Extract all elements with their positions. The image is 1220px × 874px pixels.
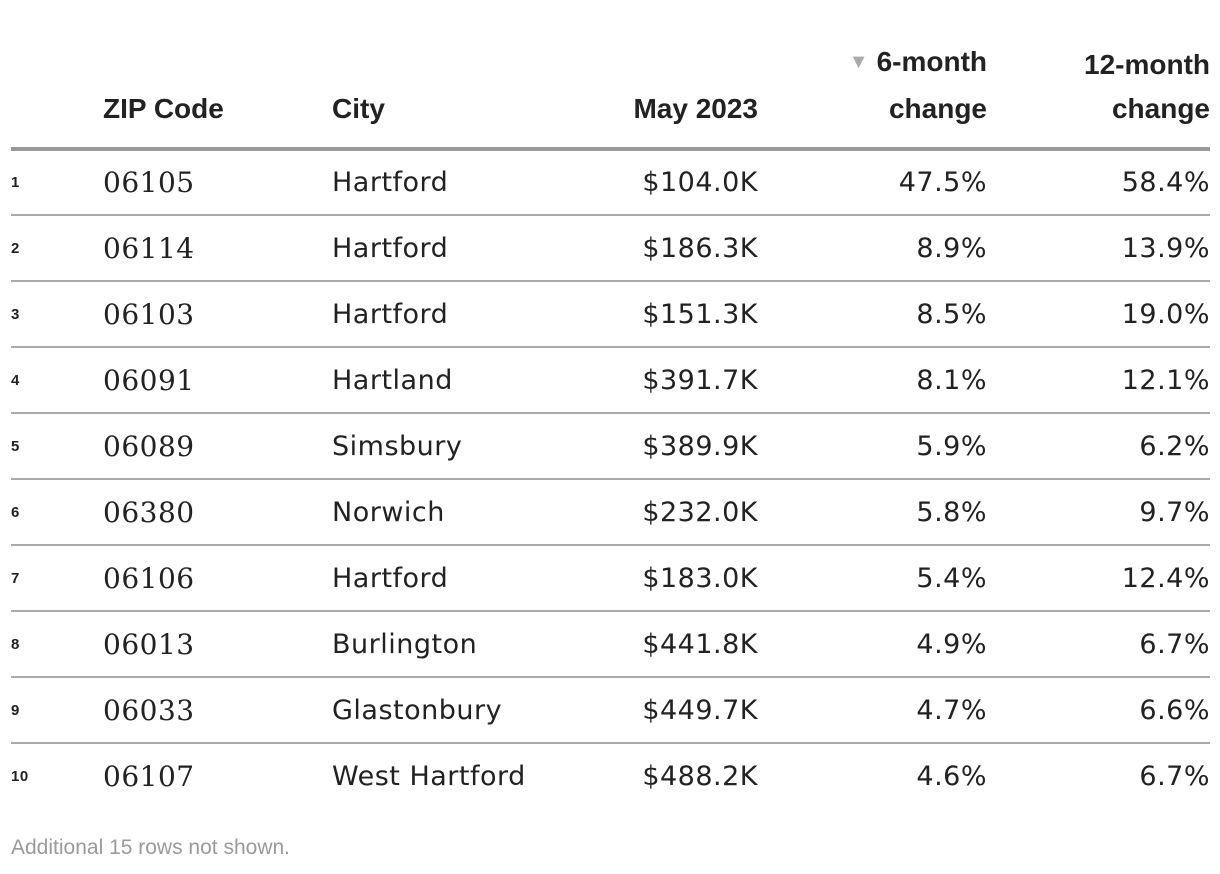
table-row: 9 06033 Glastonbury $449.7K 4.7% 6.6% bbox=[11, 677, 1210, 744]
cell-may-2023-value: $151.3K bbox=[545, 281, 758, 348]
cell-12-month-change: 12.4% bbox=[987, 545, 1210, 612]
cell-12-month-change: 58.4% bbox=[987, 149, 1210, 216]
header-city[interactable]: City bbox=[332, 40, 545, 151]
cell-zip-code: 06091 bbox=[103, 347, 332, 414]
header-12-month-change[interactable]: 12-month change bbox=[987, 40, 1210, 151]
table-row: 1 06105 Hartford $104.0K 47.5% 58.4% bbox=[11, 149, 1210, 216]
cell-city: Simsbury bbox=[332, 413, 545, 480]
sort-descending-icon: ▼ bbox=[848, 51, 869, 73]
cell-6-month-change: 47.5% bbox=[758, 149, 987, 216]
cell-may-2023-value: $389.9K bbox=[545, 413, 758, 480]
header-zip-code[interactable]: ZIP Code bbox=[103, 40, 332, 151]
cell-rank: 1 bbox=[11, 149, 103, 216]
table-row: 3 06103 Hartford $151.3K 8.5% 19.0% bbox=[11, 281, 1210, 348]
cell-12-month-change: 6.2% bbox=[987, 413, 1210, 480]
cell-zip-code: 06089 bbox=[103, 413, 332, 480]
cell-may-2023-value: $104.0K bbox=[545, 149, 758, 216]
cell-may-2023-value: $441.8K bbox=[545, 611, 758, 678]
cell-6-month-change: 4.9% bbox=[758, 611, 987, 678]
cell-6-month-change: 5.9% bbox=[758, 413, 987, 480]
cell-rank: 8 bbox=[11, 611, 103, 678]
header-6-month-line2: change bbox=[888, 93, 987, 124]
cell-rank: 2 bbox=[11, 215, 103, 282]
cell-zip-code: 06103 bbox=[103, 281, 332, 348]
table-row: 5 06089 Simsbury $389.9K 5.9% 6.2% bbox=[11, 413, 1210, 480]
cell-zip-code: 06033 bbox=[103, 677, 332, 744]
cell-zip-code: 06105 bbox=[103, 149, 332, 216]
cell-zip-code: 06380 bbox=[103, 479, 332, 546]
cell-may-2023-value: $488.2K bbox=[642, 761, 758, 792]
cell-rank: 5 bbox=[11, 413, 103, 480]
cell-rank: 7 bbox=[11, 545, 103, 612]
cell-may-2023-value: $232.0K bbox=[545, 479, 758, 546]
cell-may-2023-value: $391.7K bbox=[545, 347, 758, 414]
cell-rank: 9 bbox=[11, 677, 103, 744]
cell-rank: 6 bbox=[11, 479, 103, 546]
cell-may-2023-value: $183.0K bbox=[545, 545, 758, 612]
cell-may-2023-value: $449.7K bbox=[545, 677, 758, 744]
cell-city: Hartland bbox=[332, 347, 545, 414]
cell-rank: 3 bbox=[11, 281, 103, 348]
header-6-month-change[interactable]: ▼ 6-month change bbox=[758, 40, 987, 151]
cell-6-month-change: 4.7% bbox=[758, 677, 987, 744]
cell-rank: 4 bbox=[11, 347, 103, 414]
cell-city: Hartford bbox=[332, 545, 545, 612]
cell-city: Burlington bbox=[332, 611, 545, 678]
cell-city: Glastonbury bbox=[332, 677, 545, 744]
cell-12-month-change: 13.9% bbox=[987, 215, 1210, 282]
table-header: ZIP Code City May 2023 ▼ 6-month change 1… bbox=[11, 40, 1210, 151]
table-row: 7 06106 Hartford $183.0K 5.4% 12.4% bbox=[11, 545, 1210, 612]
cell-zip-code: 06106 bbox=[103, 545, 332, 612]
cell-city: Hartford bbox=[332, 281, 545, 348]
cell-6-month-change: 8.9% bbox=[758, 215, 987, 282]
cell-6-month-change: 4.6% bbox=[916, 761, 987, 792]
table-row: 6 06380 Norwich $232.0K 5.8% 9.7% bbox=[11, 479, 1210, 546]
cell-city: Norwich bbox=[332, 479, 545, 546]
header-6-month-line1: 6-month bbox=[876, 46, 987, 77]
cell-12-month-change: 6.6% bbox=[987, 677, 1210, 744]
header-12-month-line2: change bbox=[1111, 93, 1210, 124]
cell-6-month-change: 8.1% bbox=[758, 347, 987, 414]
cell-zip-code: 06013 bbox=[103, 611, 332, 678]
cell-6-month-change: 5.4% bbox=[758, 545, 987, 612]
table-row: 8 06013 Burlington $441.8K 4.9% 6.7% bbox=[11, 611, 1210, 678]
cell-6-month-change: 5.8% bbox=[758, 479, 987, 546]
cell-12-month-change: 6.7% bbox=[987, 611, 1210, 678]
header-may-2023[interactable]: May 2023 bbox=[545, 40, 758, 151]
header-rank bbox=[11, 40, 103, 151]
header-12-month-line1: 12-month bbox=[1084, 49, 1210, 80]
cell-city: West Hartford bbox=[332, 761, 526, 792]
table-row: 10 06107 West Hartford $488.2K 4.6% 6.7% bbox=[11, 743, 1210, 809]
cell-12-month-change: 9.7% bbox=[987, 479, 1210, 546]
cell-rank: 10 bbox=[11, 768, 29, 785]
cell-city: Hartford bbox=[332, 149, 545, 216]
zip-code-table: ZIP Code City May 2023 ▼ 6-month change 1… bbox=[11, 40, 1210, 809]
cell-zip-code: 06107 bbox=[103, 760, 195, 793]
table-row: 4 06091 Hartland $391.7K 8.1% 12.1% bbox=[11, 347, 1210, 414]
cell-zip-code: 06114 bbox=[103, 215, 332, 282]
table-body: 1 06105 Hartford $104.0K 47.5% 58.4% 2 06114 Har… bbox=[11, 149, 1210, 809]
cell-city: Hartford bbox=[332, 215, 545, 282]
cell-12-month-change: 12.1% bbox=[987, 347, 1210, 414]
cell-may-2023-value: $186.3K bbox=[545, 215, 758, 282]
table-row: 2 06114 Hartford $186.3K 8.9% 13.9% bbox=[11, 215, 1210, 282]
footnote-rows-not-shown: Additional 15 rows not shown. bbox=[11, 836, 290, 859]
data-table-container: ZIP Code City May 2023 ▼ 6-month change 1… bbox=[11, 40, 1210, 809]
cell-12-month-change: 6.7% bbox=[1139, 761, 1210, 792]
header-row: ZIP Code City May 2023 ▼ 6-month change 1… bbox=[11, 40, 1210, 151]
cell-6-month-change: 8.5% bbox=[758, 281, 987, 348]
cell-12-month-change: 19.0% bbox=[987, 281, 1210, 348]
